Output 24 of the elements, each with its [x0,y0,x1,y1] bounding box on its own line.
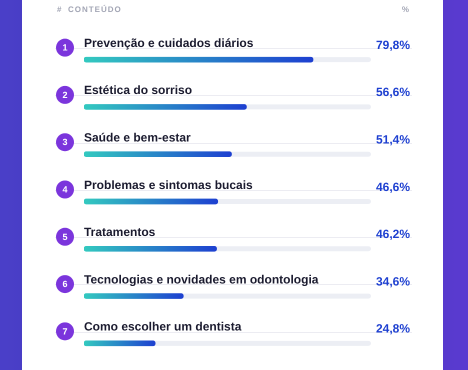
text: 2 [62,90,68,100]
data-label: 56,6% [376,85,410,100]
y-tick-label: Prevenção e cuidados diários [84,36,254,50]
y-tick-label: Problemas e sintomas bucais [84,178,254,192]
text: 5 [62,232,68,242]
text: 7 [62,326,68,336]
text: 6 [62,279,68,290]
text: % [402,5,410,14]
text: 1 [62,42,68,53]
text: 3 [62,137,68,148]
y-tick-label: Tecnologias e novidades em odontologia [84,272,319,286]
text: CONTEÚDO [68,4,122,14]
y-tick-label: Saúde e bem-estar [84,130,192,145]
y-tick-label: Como escolher um dentista [84,320,242,334]
data-label: 24,8% [376,322,410,336]
data-label: 79,8% [376,38,410,52]
data-label: 51,4% [376,132,410,147]
y-tick-label: Tratamentos [84,225,156,240]
text: # [57,5,62,14]
text: 4 [62,184,68,194]
y-tick-label: Estética do sorriso [84,83,192,98]
data-label: 46,2% [376,227,410,242]
data-label: 34,6% [376,274,410,288]
data-label: 46,6% [376,180,410,194]
